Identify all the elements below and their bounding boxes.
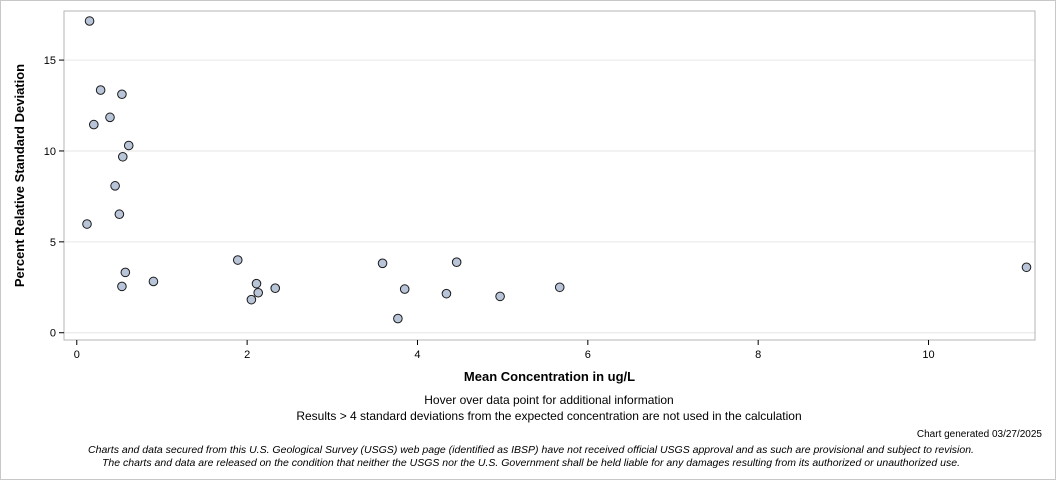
data-point[interactable]	[232, 255, 243, 265]
data-points	[82, 16, 1032, 324]
chart-generated-date: Chart generated 03/27/2025	[916, 429, 1042, 440]
disclaimer-line-2: The charts and data are released on the …	[102, 457, 960, 469]
x-tick-label: 4	[414, 349, 420, 361]
data-point[interactable]	[393, 313, 403, 324]
data-point[interactable]	[120, 267, 131, 278]
data-point[interactable]	[246, 294, 257, 305]
x-tick-label: 0	[74, 349, 80, 361]
gridlines	[64, 59, 1035, 334]
data-point[interactable]	[89, 119, 99, 130]
data-point[interactable]	[123, 140, 134, 151]
x-tick-label: 6	[585, 349, 591, 361]
scatter-chart: 0 5 10 15 0 2 4 6 8 10 Mean Concentration in ug/L…	[12, 10, 1036, 384]
data-point[interactable]	[95, 85, 106, 95]
data-point[interactable]	[82, 219, 92, 229]
x-axis-title: Mean Concentration in ug/L	[464, 369, 635, 384]
y-tick-label: 15	[44, 55, 56, 67]
data-point[interactable]	[441, 288, 452, 299]
data-point[interactable]	[495, 291, 505, 302]
x-tick-label: 8	[755, 349, 761, 361]
data-point[interactable]	[148, 276, 159, 287]
x-tick-label: 2	[244, 349, 250, 361]
results-note: Results > 4 standard deviations from the…	[296, 409, 802, 423]
y-tick-label: 10	[44, 146, 56, 158]
hover-instruction: Hover over data point for additional inf…	[424, 393, 674, 407]
axes: 0 5 10 15 0 2 4 6 8 10	[44, 55, 935, 361]
y-tick-label: 5	[50, 237, 56, 249]
data-point[interactable]	[253, 287, 264, 298]
data-point[interactable]	[251, 278, 262, 289]
x-tick-label: 10	[922, 349, 934, 361]
data-point[interactable]	[554, 282, 565, 293]
data-point[interactable]	[399, 284, 410, 294]
data-point[interactable]	[117, 281, 127, 292]
data-point[interactable]	[84, 16, 95, 26]
data-point[interactable]	[377, 258, 388, 269]
disclaimer-line-1: Charts and data secured from this U.S. G…	[88, 444, 974, 456]
data-point[interactable]	[451, 257, 462, 268]
data-point[interactable]	[270, 283, 281, 293]
data-point[interactable]	[105, 112, 115, 123]
plot-area	[63, 10, 1036, 341]
data-point[interactable]	[114, 209, 125, 220]
y-tick-label: 0	[50, 328, 56, 340]
data-point[interactable]	[1021, 262, 1032, 273]
data-point[interactable]	[117, 151, 128, 162]
data-point[interactable]	[117, 89, 127, 100]
y-axis-title: Percent Relative Standard Deviation	[12, 64, 27, 287]
data-point[interactable]	[110, 181, 120, 191]
